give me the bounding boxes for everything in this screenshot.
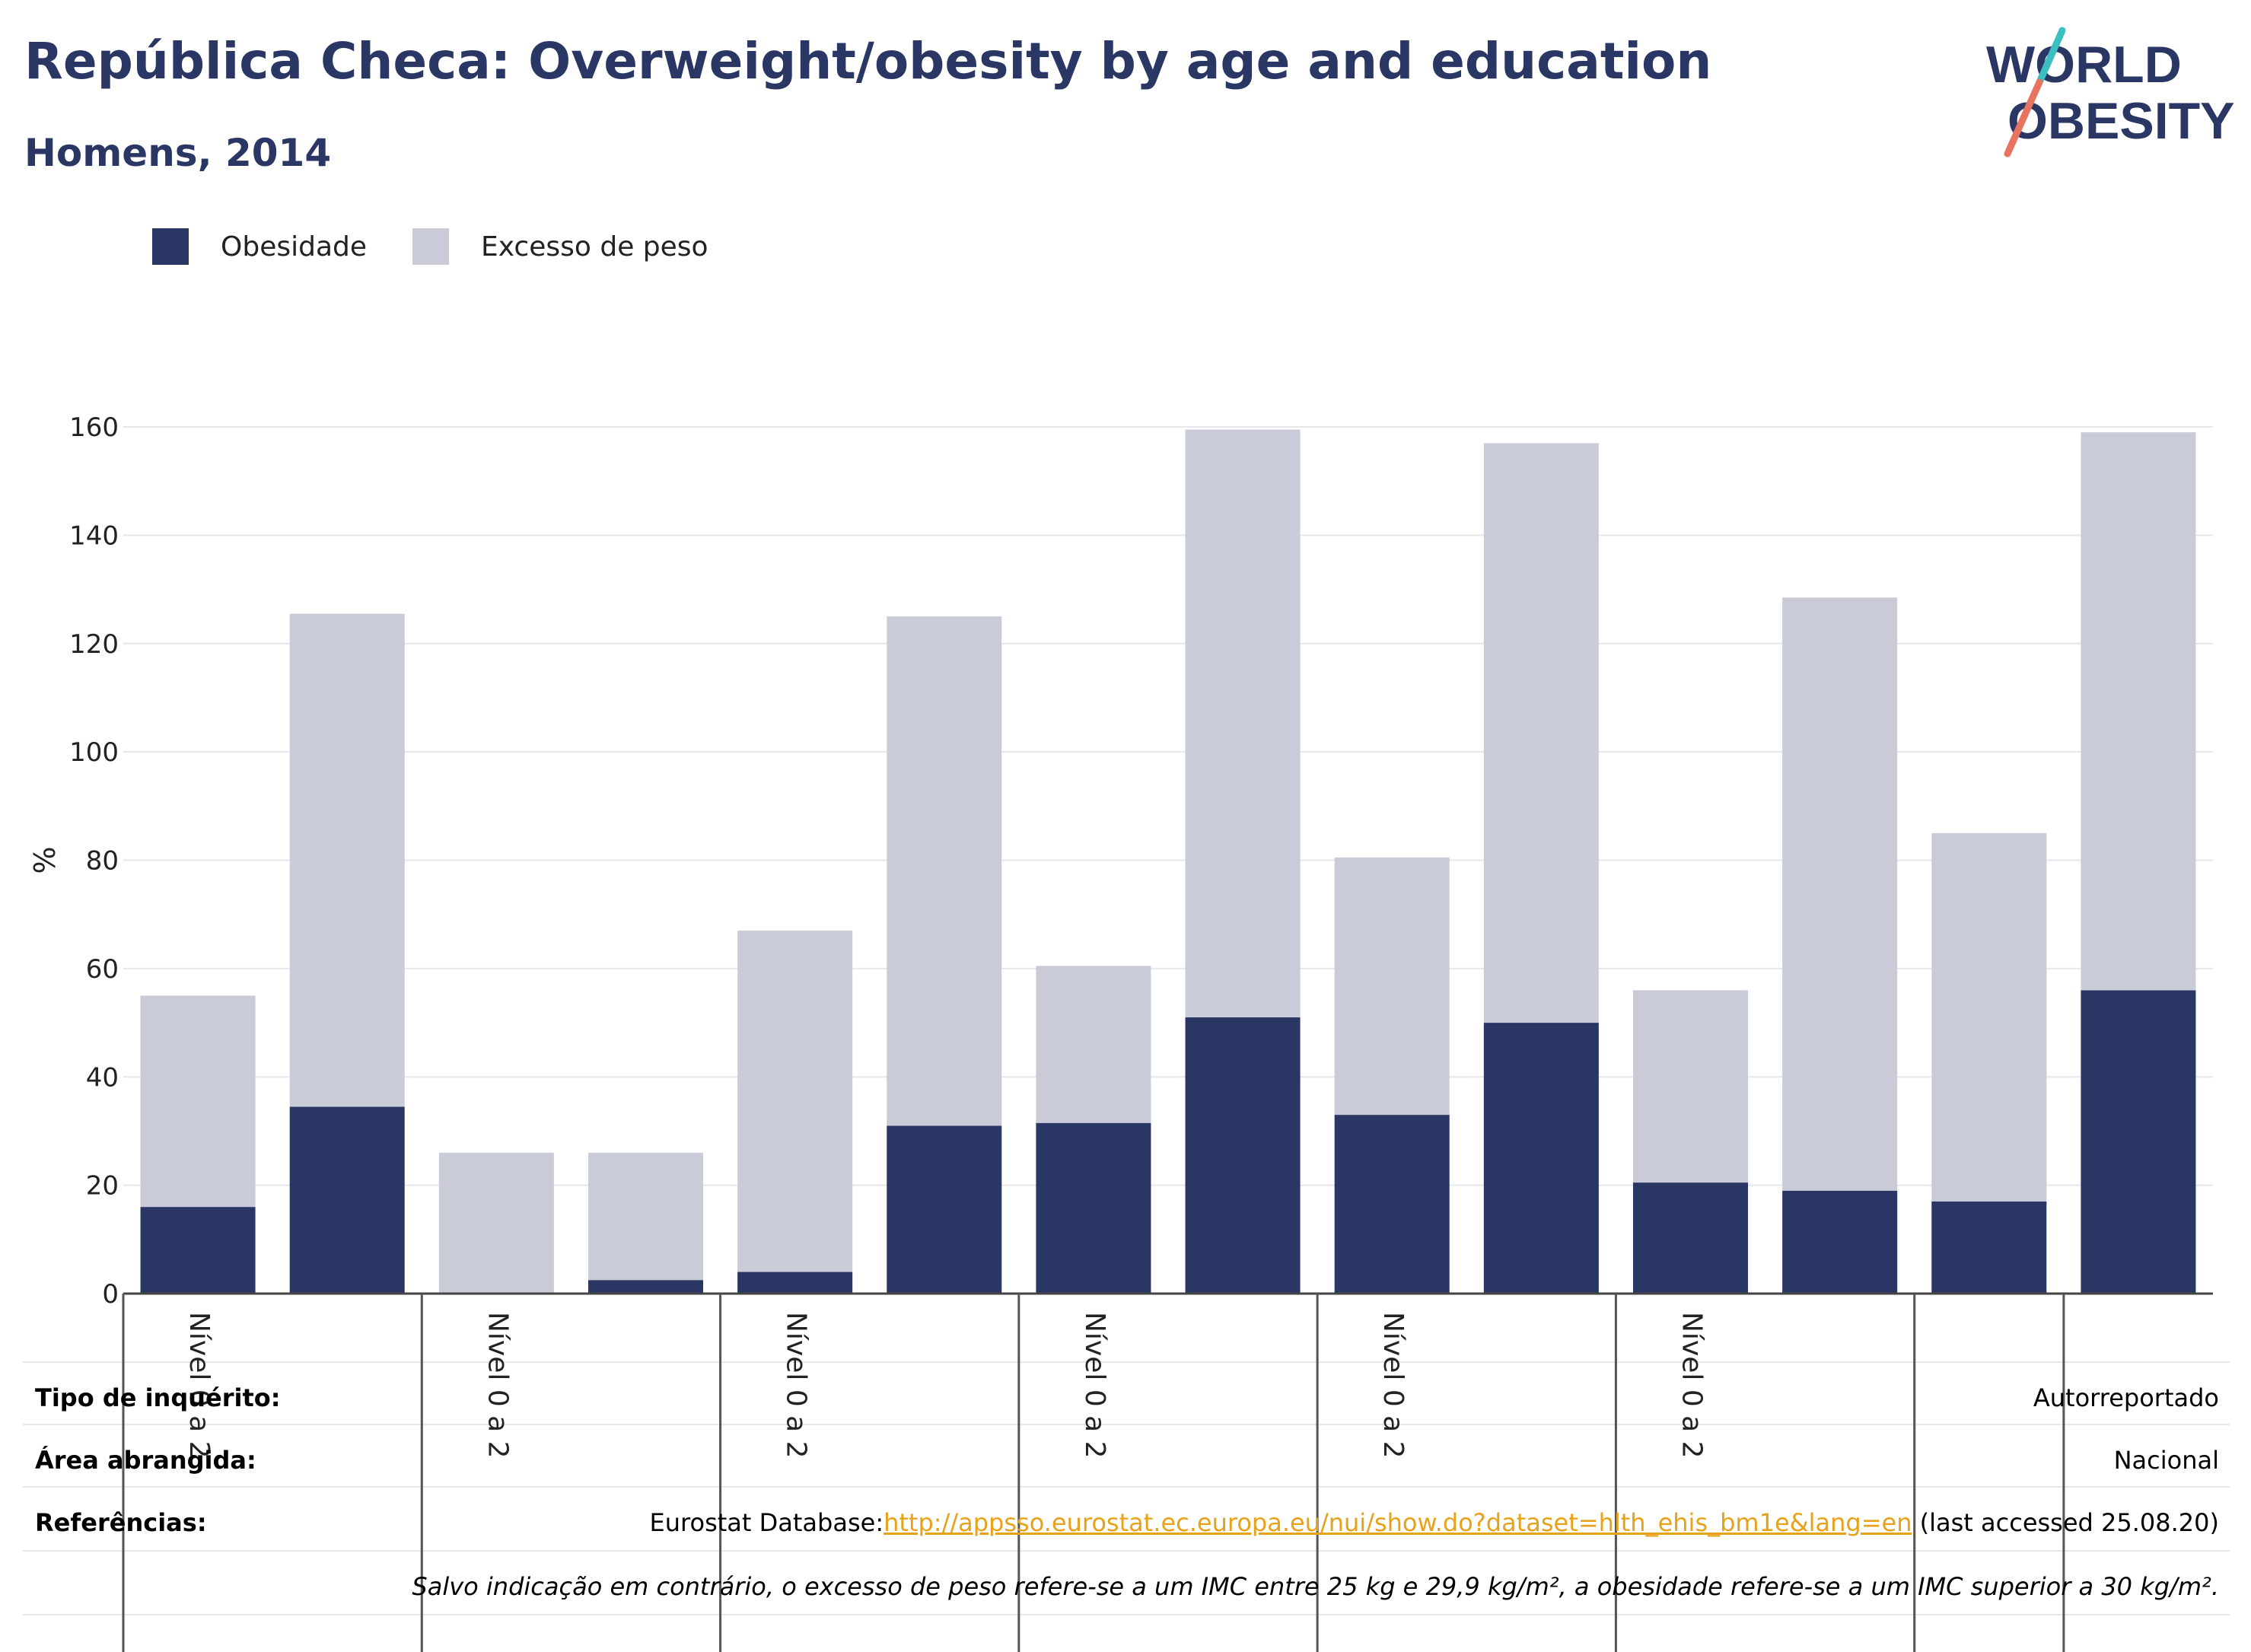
bar-overweight [737,931,853,1272]
bar-obesity [2081,990,2196,1294]
y-tick-label: 40 [86,1062,119,1093]
bar-overweight [289,613,405,1107]
reference-suffix: (last accessed 25.08.20) [1912,1508,2219,1537]
bar-overweight [140,995,256,1208]
bar-obesity [737,1272,853,1294]
bar-overweight [587,1152,704,1281]
bar-overweight [2081,432,2196,991]
bar-overweight [887,616,1002,1126]
world-obesity-logo: WORLD OBESITY [1986,27,2235,158]
legend-swatch-obesity [152,228,189,265]
references-label: Referências: [35,1508,207,1537]
reference-prefix: Eurostat Database: [649,1508,884,1537]
svg-text:OBESITY: OBESITY [2007,92,2235,150]
bar-overweight [1334,857,1450,1116]
reference-link[interactable]: http://appsso.eurostat.ec.europa.eu/nui/… [884,1508,1912,1537]
area-value: Nacional [2113,1446,2219,1475]
bar-obesity [887,1125,1002,1294]
y-tick-label: 160 [69,412,119,443]
x-tick-label: Nível 0 a 2 [1079,1312,1110,1459]
x-tick-label: Nível 0 a 2 [1676,1312,1708,1459]
references-value: Eurostat Database:http://appsso.eurostat… [650,1508,2219,1537]
y-axis-label: % [28,846,62,874]
survey-type-row: Tipo de inquérito: Autorreportado [35,1383,2219,1412]
bar-obesity [587,1280,704,1294]
y-tick-label: 0 [102,1279,119,1310]
y-tick-label: 120 [69,629,119,660]
bar-obesity [289,1106,405,1294]
y-tick-label: 140 [69,520,119,551]
bar-obesity [1931,1201,2047,1294]
legend-item-overweight[interactable]: Excesso de peso [412,228,708,265]
legend-label-obesity: Obesidade [221,231,368,263]
y-tick-label: 60 [86,954,119,985]
legend-item-obesity[interactable]: Obesidade [152,228,367,265]
chart-title: República Checa: Overweight/obesity by a… [24,32,1712,91]
bar-overweight [1632,990,1749,1183]
bar-obesity [1334,1115,1450,1294]
chart-subtitle: Homens, 2014 [24,131,332,175]
bar-obesity [1483,1023,1599,1294]
legend-label-overweight: Excesso de peso [481,231,708,263]
references-row: Referências: Eurostat Database:http://ap… [35,1508,2219,1537]
survey-type-value: Autorreportado [2033,1383,2219,1412]
area-label: Área abrangida: [35,1446,256,1475]
y-tick-label: 20 [86,1171,119,1202]
x-tick-label: Nível 0 a 2 [183,1312,215,1459]
bar-overweight [438,1152,554,1294]
bar-overweight [1483,443,1599,1023]
bar-obesity [1782,1190,1898,1294]
area-row: Área abrangida: Nacional [35,1446,2219,1475]
bar-overweight [1036,966,1151,1123]
svg-text:WORLD: WORLD [1986,36,2182,94]
bar-obesity [140,1207,256,1294]
bar-obesity [1036,1122,1151,1294]
x-tick-label: Nível 0 a 2 [1377,1312,1409,1459]
survey-type-label: Tipo de inquérito: [35,1383,281,1412]
definition-note: Salvo indicação em contrário, o excesso … [412,1572,2219,1601]
x-tick-label: Nível 0 a 2 [781,1312,812,1459]
y-tick-label: 80 [86,846,119,877]
bar-overweight [1931,832,2047,1202]
x-tick-label: Nível 0 a 2 [482,1312,513,1459]
y-tick-label: 100 [69,737,119,768]
legend-swatch-overweight [412,228,450,265]
bar-overweight [1185,429,1301,1017]
chart-legend: Obesidade Excesso de peso [152,227,754,266]
bar-overweight [1782,597,1898,1191]
bar-obesity [1185,1017,1301,1294]
bar-obesity [1632,1183,1749,1294]
